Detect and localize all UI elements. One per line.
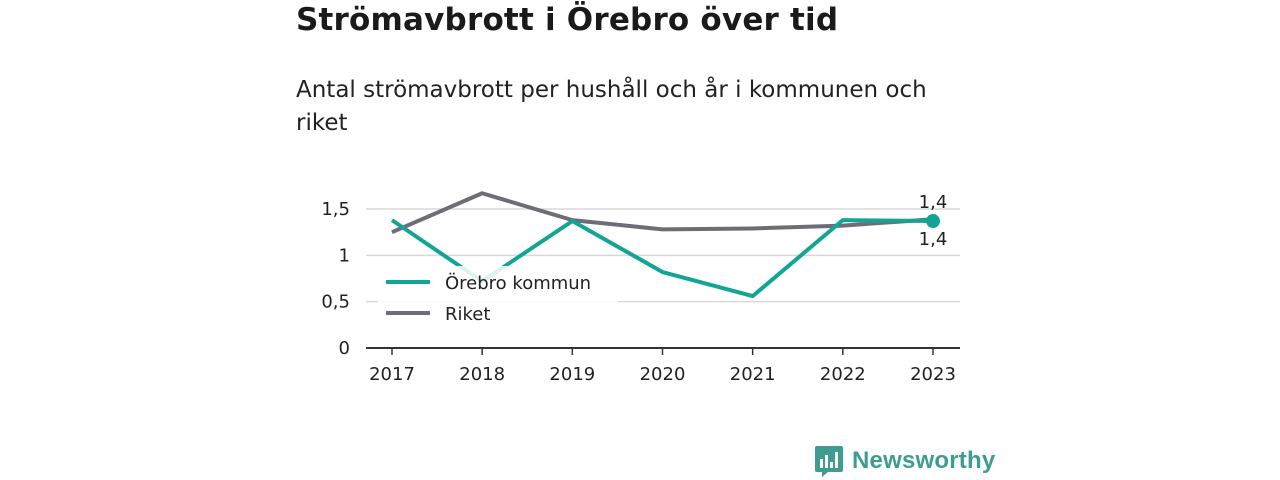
x-tick-label: 2021 [730, 364, 776, 385]
newsworthy-icon [815, 446, 843, 477]
y-tick-label: 0 [339, 338, 350, 359]
legend-label: Örebro kommun [445, 272, 591, 294]
x-tick-label: 2019 [549, 364, 595, 385]
end-value-label: 1,4 [919, 192, 948, 213]
y-axis-ticks: 0 0,5 1 1,5 [321, 199, 350, 359]
end-labels: 1,4 1,4 [919, 192, 948, 250]
legend-label: Riket [445, 304, 490, 325]
chart-subtitle: Antal strömavbrott per hushåll och år i … [296, 77, 927, 136]
chart-title: Strömavbrott i Örebro över tid [296, 2, 839, 38]
y-tick-label: 1,5 [321, 199, 350, 220]
y-tick-label: 1 [339, 245, 350, 266]
x-tick-label: 2020 [640, 364, 686, 385]
legend-background [378, 266, 618, 328]
legend: Örebro kommun Riket [378, 266, 618, 328]
x-tick-label: 2017 [369, 364, 415, 385]
x-tick-label: 2022 [820, 364, 866, 385]
newsworthy-wordmark: Newsworthy [852, 447, 996, 474]
newsworthy-logo: Newsworthy [814, 444, 995, 478]
x-tick-label: 2023 [910, 364, 956, 385]
x-tick-label: 2018 [459, 364, 505, 385]
x-axis: 2017 2018 2019 2020 2021 2022 2023 [366, 347, 960, 385]
end-value-label: 1,4 [919, 229, 948, 250]
end-point-marker [926, 214, 940, 229]
series-line [391, 191, 934, 235]
y-tick-label: 0,5 [321, 292, 350, 313]
